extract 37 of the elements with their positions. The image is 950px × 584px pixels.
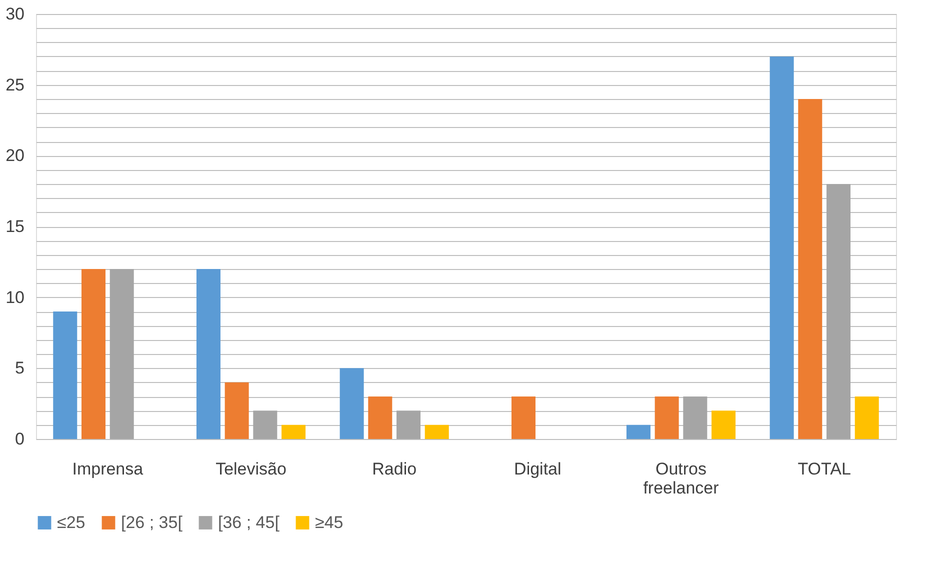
y-tick-label: 15 <box>6 217 24 236</box>
bar <box>396 410 421 439</box>
legend-label: [36 ; 45[ <box>218 512 280 532</box>
bar <box>854 396 879 439</box>
bar <box>683 396 708 439</box>
y-tick-label: 30 <box>6 4 24 24</box>
x-tick-label: Digital <box>514 460 562 478</box>
bar <box>81 269 106 439</box>
bar <box>224 382 249 439</box>
bar <box>253 410 278 439</box>
bar <box>282 424 306 439</box>
bar <box>196 269 220 439</box>
bar <box>654 396 679 439</box>
bar <box>368 396 392 439</box>
x-tick-label: Imprensa <box>72 460 144 478</box>
y-tick-label: 5 <box>15 358 24 378</box>
y-tick-label: 0 <box>15 430 24 448</box>
bar <box>798 99 822 439</box>
bar <box>110 269 134 439</box>
x-tick-label: Radio <box>372 460 417 478</box>
legend-label: [26 ; 35[ <box>121 512 183 532</box>
legend-label: ≥45 <box>315 512 344 532</box>
x-tick-label: Outros freelancer <box>643 460 720 498</box>
bar <box>712 410 736 439</box>
x-tick-label: TOTAL <box>798 460 851 478</box>
y-tick-label: 25 <box>6 75 24 94</box>
bar <box>340 368 364 439</box>
bar <box>770 56 794 439</box>
bar <box>826 184 851 439</box>
x-tick-label: Televisão <box>216 460 286 478</box>
legend-label: ≤25 <box>57 512 86 532</box>
bar <box>511 396 536 439</box>
y-tick-label: 20 <box>6 146 24 166</box>
y-tick-label: 10 <box>6 288 24 307</box>
bar <box>626 424 650 439</box>
bar <box>424 424 449 439</box>
bar <box>53 312 78 439</box>
